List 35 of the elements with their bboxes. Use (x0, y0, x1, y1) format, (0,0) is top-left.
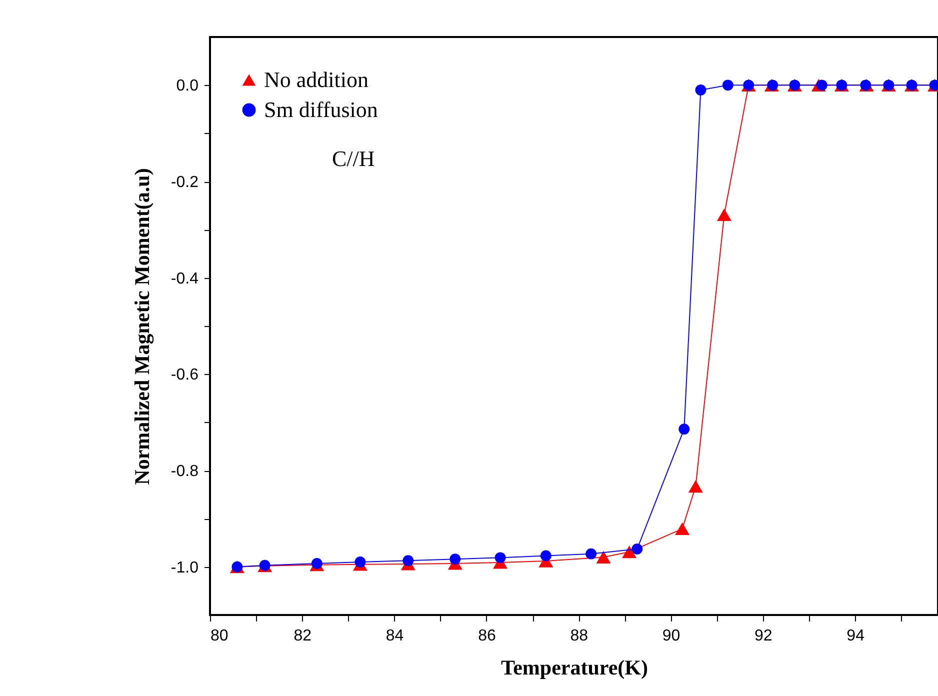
x-tick-label: 80 (210, 628, 228, 644)
x-tick-label: 90 (662, 628, 680, 644)
point (716, 208, 732, 222)
point (675, 522, 690, 536)
x-tick-label: 92 (754, 628, 772, 644)
x-tick-label: 94 (846, 628, 865, 644)
y-tick-label: 0.0 (176, 78, 199, 95)
x-tick-label: 82 (294, 628, 312, 644)
y-tick-label: -0.4 (170, 270, 199, 288)
point (354, 556, 366, 568)
point (695, 84, 706, 96)
y-tick-label: -0.8 (170, 463, 199, 480)
point (632, 544, 643, 554)
point (586, 548, 597, 560)
point (311, 558, 322, 569)
x-tick-label: 88 (570, 628, 588, 644)
point (450, 554, 461, 565)
legend-label: No addition (264, 67, 368, 92)
point (678, 424, 690, 435)
y-tick-label: -1.0 (170, 559, 199, 576)
point (494, 552, 506, 564)
y-tick-label: -0.2 (170, 174, 199, 191)
legend-label: Sm diffusion (264, 97, 378, 122)
point (402, 555, 414, 566)
point (540, 550, 552, 562)
y-tick-label: -0.6 (170, 366, 199, 384)
annotation: C//H (332, 146, 375, 171)
x-axis-title: Temperature(K) (501, 656, 648, 680)
point (688, 480, 703, 493)
point (596, 550, 611, 564)
x-tick-label: 84 (386, 628, 404, 644)
x-tick-label: 86 (478, 628, 496, 644)
y-axis-title: Normalized Magnetic Moment(a.u) (130, 168, 154, 485)
point (622, 546, 637, 558)
point (722, 80, 734, 91)
